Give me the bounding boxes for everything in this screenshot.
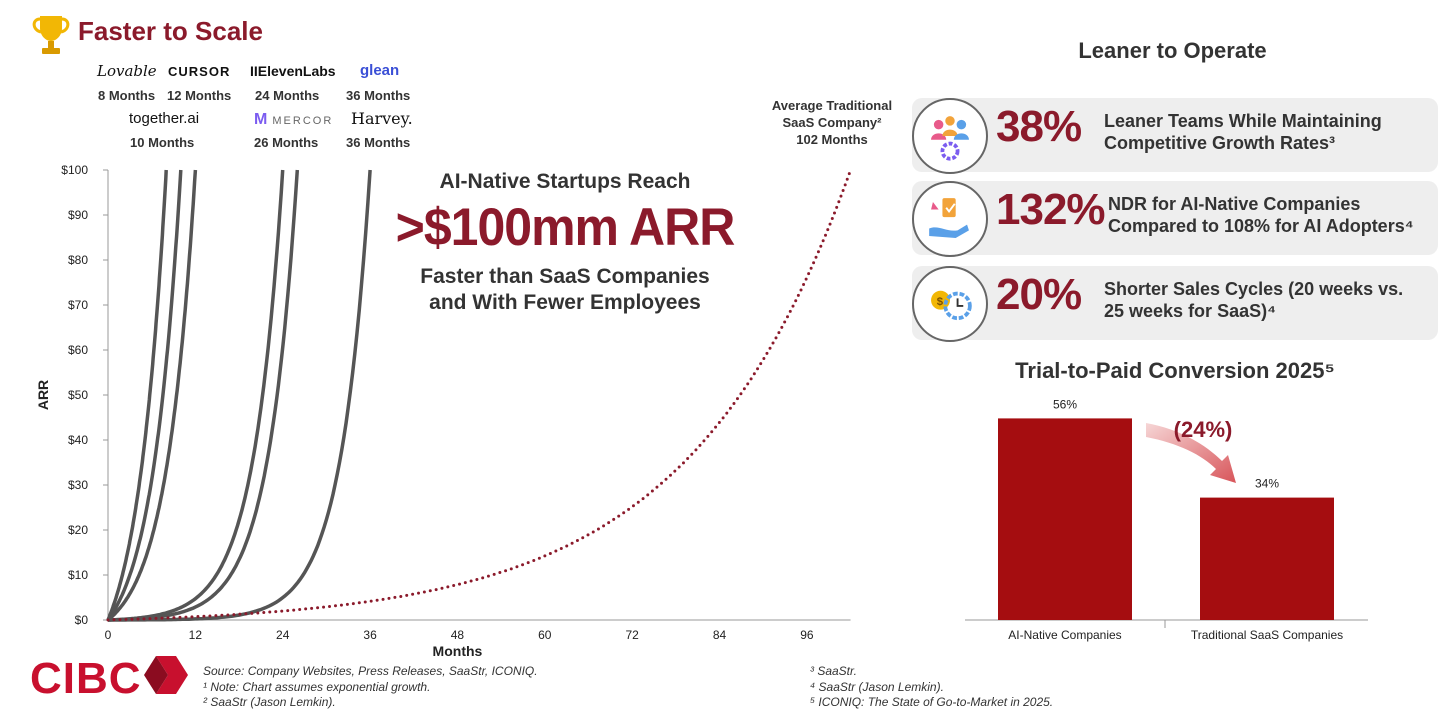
harvey-logo: Harvey. <box>351 109 413 128</box>
series-line-ai-native <box>106 169 168 621</box>
x-tick-label: 12 <box>189 628 203 642</box>
traditional-saas-label: Average Traditional SaaS Company² 102 Mo… <box>771 98 893 147</box>
bar-category-label: AI-Native Companies <box>1008 628 1121 642</box>
footnote-4: ⁴ SaaStr (Jason Lemkin). <box>810 680 944 694</box>
cibc-logo: CIBC <box>30 654 142 703</box>
stat-card-ndr: 132% NDR for AI-Native Companies Compared… <box>912 181 1438 257</box>
glean-logo: glean <box>360 62 400 79</box>
decline-annotation: (24%) <box>1174 417 1233 442</box>
mercor-logo: M MERCOR <box>254 111 334 128</box>
cursor-logo: CURSOR <box>168 64 231 79</box>
series-line-traditional-saas <box>106 168 853 622</box>
together-months: 10 Months <box>130 135 195 150</box>
decline-arrow-icon <box>1146 423 1236 483</box>
stat-card-teams: 38% Leaner Teams While Maintaining Compet… <box>912 98 1438 174</box>
headline-sub: Faster than SaaS Companies and With Fewe… <box>420 265 710 314</box>
footnote-2: ² SaaStr (Jason Lemkin). <box>203 695 336 709</box>
y-tick-label: $70 <box>68 298 88 312</box>
lean-section-title: Leaner to Operate <box>1078 38 1267 63</box>
team-gear-icon <box>912 98 988 174</box>
x-tick-label: 84 <box>713 628 727 642</box>
y-tick-label: $0 <box>75 613 89 627</box>
x-tick-label: 0 <box>105 628 112 642</box>
together-logo: together.ai <box>129 110 200 127</box>
stat-text-teams: Leaner Teams While Maintaining Competitiv… <box>1104 111 1382 153</box>
y-tick-label: $50 <box>68 388 88 402</box>
stat-value-teams: 38% <box>996 102 1082 151</box>
y-axis-title: ARR <box>35 380 51 410</box>
y-tick-label: $90 <box>68 208 88 222</box>
source-note: Source: Company Websites, Press Releases… <box>203 664 538 678</box>
x-tick-label: 24 <box>276 628 290 642</box>
elevenlabs-months: 24 Months <box>255 88 320 103</box>
series-line-ai-native <box>107 169 285 622</box>
y-tick-label: $20 <box>68 523 88 537</box>
y-tick-label: $100 <box>61 163 88 177</box>
mercor-months: 26 Months <box>254 135 319 150</box>
footnote-3: ³ SaaStr. <box>810 664 857 678</box>
x-axis-title: Months <box>433 643 483 659</box>
y-tick-label: $40 <box>68 433 88 447</box>
y-tick-label: $30 <box>68 478 88 492</box>
footnote-5: ⁵ ICONIQ: The State of Go-to-Market in 2… <box>810 695 1054 709</box>
bar-value-label: 34% <box>1255 477 1279 491</box>
stat-text-ndr: NDR for AI-Native Companies Compared to 1… <box>1108 194 1414 236</box>
x-tick-label: 72 <box>625 628 639 642</box>
x-tick-label: 36 <box>363 628 377 642</box>
arr-growth-chart: $0 $10 $20 $30 $40 $50 $60 $70 $80 $90 $100 0 12 24 36… <box>35 163 853 659</box>
stat-card-sales: $ 20% Shorter Sales Cycles (20 weeks vs.… <box>912 266 1438 342</box>
page-title: Faster to Scale <box>78 16 263 46</box>
stat-value-ndr: 132% <box>996 185 1106 234</box>
conversion-chart-title: Trial-to-Paid Conversion 2025⁵ <box>1015 358 1335 383</box>
y-tick-label: $10 <box>68 568 88 582</box>
bar-value-label: 56% <box>1053 397 1077 411</box>
series-line-ai-native <box>106 169 198 622</box>
glean-months: 36 Months <box>346 88 411 103</box>
lovable-months: 8 Months <box>98 88 156 103</box>
stat-text-sales: Shorter Sales Cycles (20 weeks vs. 25 wee… <box>1104 279 1404 321</box>
y-tick-label: $80 <box>68 253 88 267</box>
harvey-months: 36 Months <box>346 135 411 150</box>
lovable-logo: Lovable <box>97 62 157 80</box>
y-tick-label: $60 <box>68 343 88 357</box>
footnote-1: ¹ Note: Chart assumes exponential growth… <box>203 680 431 694</box>
growth-hand-icon <box>912 181 988 257</box>
cursor-months: 12 Months <box>167 88 232 103</box>
headline-arr: >$100mm ARR <box>395 197 736 257</box>
coin-clock-icon: $ <box>912 266 988 342</box>
stat-value-sales: 20% <box>996 270 1082 319</box>
bar <box>998 418 1132 620</box>
trophy-icon <box>32 16 70 54</box>
x-tick-label: 48 <box>451 628 465 642</box>
x-tick-label: 60 <box>538 628 552 642</box>
svg-text:$: $ <box>937 296 944 308</box>
cibc-diamond-icon <box>144 656 188 694</box>
x-tick-label: 96 <box>800 628 814 642</box>
bar-category-label: Traditional SaaS Companies <box>1191 628 1343 642</box>
series-line-ai-native <box>106 169 183 622</box>
elevenlabs-logo: IIElevenLabs <box>250 63 336 79</box>
bar <box>1200 497 1334 620</box>
conversion-bar-chart: 56% AI-Native Companies 34% Traditional Saa… <box>965 397 1368 642</box>
headline-lead: AI-Native Startups Reach <box>439 170 691 193</box>
